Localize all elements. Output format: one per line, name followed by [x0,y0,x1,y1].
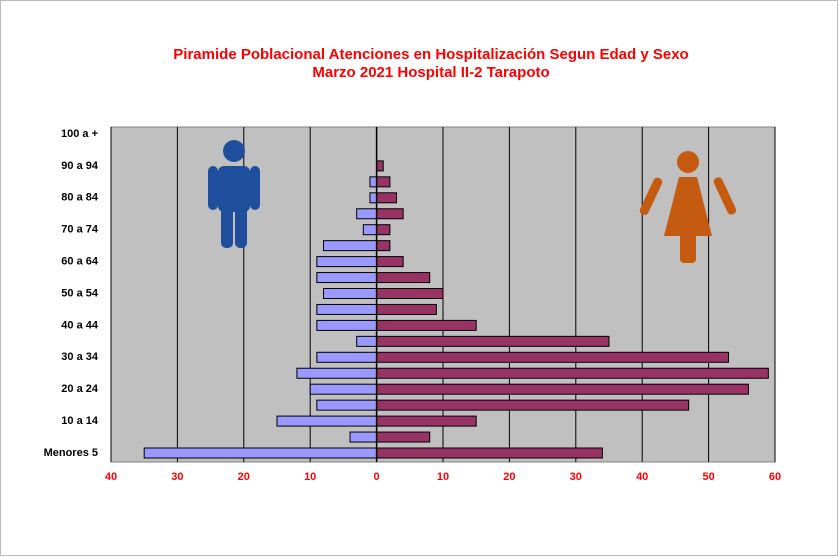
x-tick-label: 40 [636,471,648,483]
y-tick-label: 70 a 74 [61,224,99,236]
bar [356,335,378,347]
bar [376,160,384,172]
bar [362,224,378,236]
y-tick-label: 60 a 64 [61,256,99,268]
bar [376,383,749,395]
x-tick-label: 30 [570,471,582,483]
y-tick-label: 90 a 94 [61,160,99,172]
y-tick-label: 40 a 44 [61,319,99,331]
bar [376,351,730,363]
bar [376,192,398,204]
bar [369,176,378,188]
x-tick-label: 40 [105,471,117,483]
bar [376,224,391,236]
bar [276,415,378,427]
x-tick-label: 50 [702,471,714,483]
bar [376,319,477,331]
bar [316,351,378,363]
bar [376,240,391,252]
bar [376,208,404,220]
y-tick-label: 50 a 54 [61,287,99,299]
bar [356,208,378,220]
bar [376,303,437,315]
bar [376,415,477,427]
bar [376,367,769,379]
y-tick-label: 20 a 24 [61,383,99,395]
female-icon [639,151,737,263]
bar [376,272,431,284]
bar [322,288,378,299]
male-icon [208,140,260,248]
y-tick-label: 100 a + [61,128,98,140]
bar [369,192,378,204]
bar [376,447,603,459]
bar [143,447,378,459]
y-tick-label: 80 a 84 [61,192,99,204]
bar [316,303,378,315]
bar [316,399,378,411]
bar [309,383,378,395]
x-tick-label: 10 [304,471,316,483]
bar [316,319,378,331]
bar [376,288,444,299]
bar [316,272,378,284]
x-tick-label: 10 [437,471,449,483]
bar [376,256,404,268]
chart-title: Marzo 2021 Hospital II-2 Tarapoto [312,64,549,81]
bar [349,431,378,443]
bar [376,335,610,347]
x-tick-label: 20 [238,471,250,483]
bar [376,431,431,443]
y-tick-label: 30 a 34 [61,351,99,363]
chart-title: Piramide Poblacional Atenciones en Hospi… [173,46,688,63]
x-tick-label: 60 [769,471,781,483]
bar [296,367,378,379]
bar [322,240,378,252]
x-tick-label: 30 [171,471,183,483]
x-tick-label: 0 [374,471,380,483]
y-tick-label: Menores 5 [44,447,98,459]
bar [376,399,690,411]
bar [376,176,391,188]
x-tick-label: 20 [503,471,515,483]
bar [316,256,378,268]
y-tick-label: 10 a 14 [61,415,99,427]
